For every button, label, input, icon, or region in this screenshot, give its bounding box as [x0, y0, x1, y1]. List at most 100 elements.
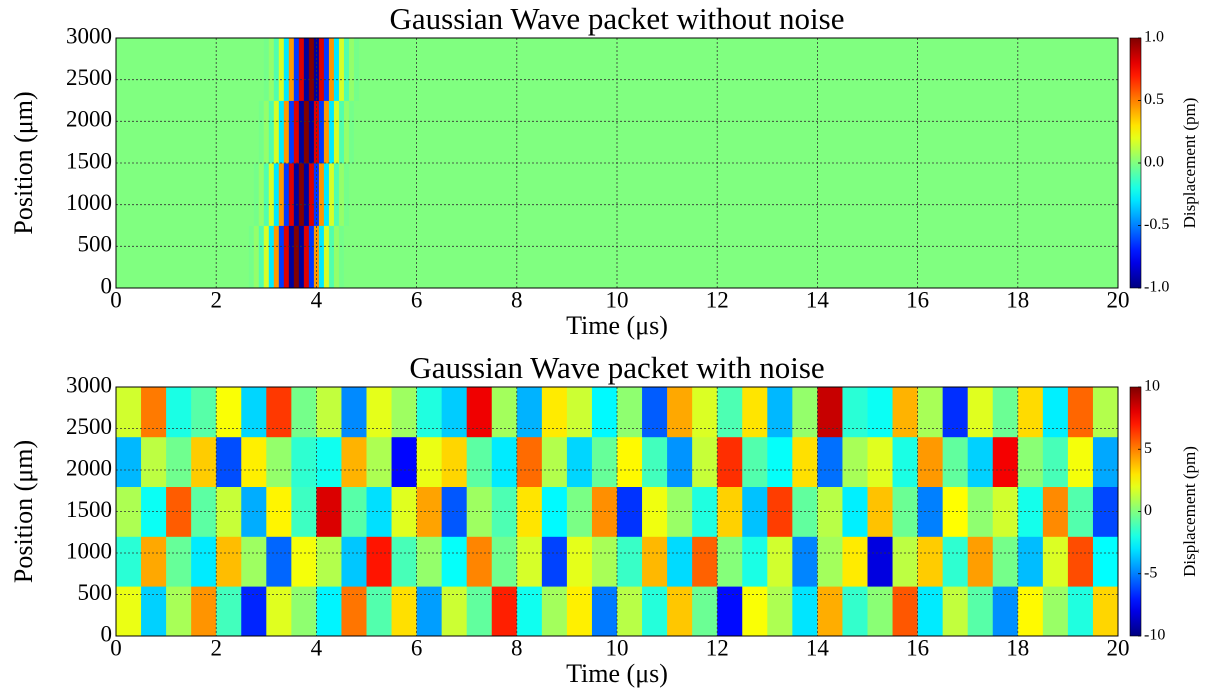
- heatmap-cell: [278, 163, 285, 226]
- y-tick-label: 500: [78, 580, 113, 605]
- heatmap-cell: [617, 387, 643, 438]
- heatmap-cell: [283, 100, 290, 164]
- y-tick-label: 3000: [66, 23, 112, 48]
- heatmap-cell: [141, 536, 167, 587]
- colorbar-tick-label: 1.0: [1144, 29, 1164, 46]
- heatmap-cell: [308, 100, 315, 164]
- heatmap-cell: [166, 387, 192, 438]
- heatmap-cell: [742, 586, 768, 637]
- heatmap-cell: [767, 586, 793, 637]
- heatmap-cell: [491, 536, 518, 587]
- heatmap-cell: [817, 586, 843, 637]
- heatmap-cell: [466, 387, 493, 438]
- colorbar-tick-label: 0.5: [1144, 91, 1164, 108]
- heatmap-cell: [667, 536, 693, 587]
- heatmap-cell: [867, 586, 893, 637]
- heatmap-cell: [366, 387, 392, 438]
- heatmap-cell: [892, 387, 918, 438]
- heatmap-cell: [141, 387, 167, 438]
- heatmap-cell: [166, 586, 192, 637]
- heatmap-cell: [441, 586, 468, 637]
- heatmap-cell: [1042, 436, 1069, 487]
- colorbar-tick-label: 10: [1144, 378, 1160, 395]
- heatmap-cell: [767, 436, 793, 487]
- heatmap-cell: [308, 225, 315, 289]
- heatmap-cell: [391, 586, 417, 637]
- heatmap-cell: [667, 387, 693, 438]
- heatmap-cell: [992, 536, 1019, 587]
- heatmap-cell: [842, 536, 868, 587]
- heatmap-cell: [692, 586, 718, 637]
- heatmap-cell: [642, 436, 668, 487]
- heatmap-cell: [216, 436, 242, 487]
- heatmap-cell: [353, 225, 360, 289]
- colorbar-tick-label: 5: [1144, 440, 1152, 457]
- heatmap-cell: [516, 436, 543, 487]
- x-tick-label: 12: [706, 635, 729, 660]
- colorbar-tick-label: -1.0: [1144, 279, 1169, 296]
- y-tick-label: 2000: [66, 455, 112, 480]
- heatmap-cell: [642, 486, 668, 537]
- heatmap-cell: [338, 225, 345, 289]
- heatmap-cell: [363, 225, 370, 289]
- heatmap-cell: [842, 586, 868, 637]
- y-axis-label: Position (μm): [9, 440, 38, 583]
- heatmap-cell: [742, 536, 768, 587]
- heatmap-cell: [303, 163, 310, 226]
- heatmap-cell: [491, 387, 518, 438]
- heatmap-cell: [353, 163, 360, 226]
- heatmap-cell: [313, 38, 320, 101]
- heatmap-cell: [617, 436, 643, 487]
- heatmap-cell: [263, 163, 270, 226]
- heatmap-cell: [333, 163, 340, 226]
- heatmap-cell: [278, 100, 285, 164]
- y-tick-label: 1500: [66, 148, 112, 173]
- heatmap-cell: [867, 536, 893, 587]
- heatmap-cell: [358, 225, 365, 289]
- x-tick-label: 16: [906, 287, 929, 312]
- y-tick-label: 0: [101, 621, 113, 646]
- heatmap-cell: [867, 387, 893, 438]
- heatmap-cell: [241, 436, 267, 487]
- heatmap-cell: [992, 586, 1019, 637]
- heatmap-cell: [566, 586, 593, 637]
- heatmap-cell: [566, 436, 593, 487]
- heatmap-cell: [742, 486, 768, 537]
- heatmap-cell: [867, 436, 893, 487]
- heatmap-cell: [1067, 436, 1094, 487]
- heatmap-cell: [566, 387, 593, 438]
- heatmap-cell: [241, 586, 267, 637]
- heatmap-cell: [1042, 387, 1069, 438]
- heatmap-cell: [328, 163, 335, 226]
- heatmap-cell: [293, 100, 300, 164]
- heatmap-cell: [667, 586, 693, 637]
- heatmap-cell: [318, 163, 325, 226]
- colorbar-tick-label: 0: [1144, 502, 1152, 519]
- heatmap-cell: [241, 536, 267, 587]
- heatmap-cell: [333, 225, 340, 289]
- heatmap-cell: [591, 387, 618, 438]
- heatmap-cell: [391, 536, 417, 587]
- heatmap-cell: [516, 387, 543, 438]
- heatmap-cell: [288, 100, 295, 164]
- heatmap-cell: [642, 536, 668, 587]
- x-tick-label: 8: [511, 635, 523, 660]
- heatmap-cell: [116, 586, 142, 637]
- heatmap-cell: [541, 387, 568, 438]
- heatmap-cell: [333, 100, 340, 164]
- heatmap-cell: [1067, 536, 1094, 587]
- heatmap-cell: [892, 586, 918, 637]
- heatmap-cell: [253, 225, 260, 289]
- heatmap-cell: [141, 586, 167, 637]
- heatmap-cell: [273, 163, 280, 226]
- heatmap-cell: [323, 38, 330, 101]
- colorbar-tick-label: -10: [1144, 627, 1165, 644]
- y-tick-label: 2500: [66, 65, 112, 90]
- heatmap-cell: [343, 38, 350, 101]
- y-axis-label: Position (μm): [9, 91, 38, 234]
- heatmap-cell: [992, 387, 1019, 438]
- heatmap-cell: [283, 38, 290, 101]
- heatmap-cell: [348, 225, 355, 289]
- heatmap-cell: [216, 387, 242, 438]
- heatmap-cell: [416, 436, 443, 487]
